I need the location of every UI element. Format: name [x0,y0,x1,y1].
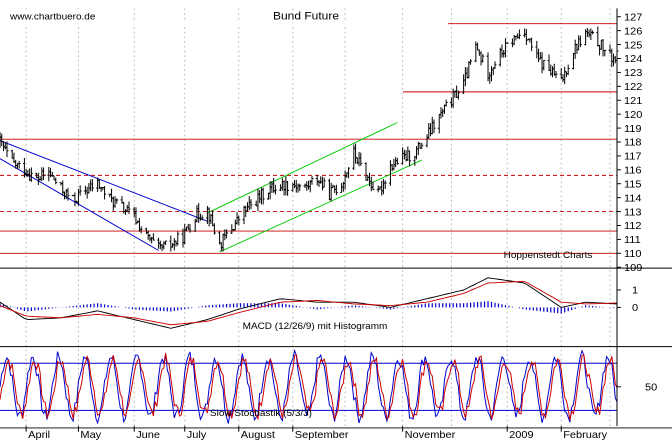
stochastic-line-pct-d [0,353,618,421]
y-tick-label: 0 [632,302,638,314]
x-tick-label: August [241,430,275,441]
stochastic-y-axis: 50 [617,382,657,394]
y-tick-label: 123 [624,67,642,79]
y-tick-label: 118 [624,137,642,149]
y-tick-label: 122 [624,81,642,93]
x-tick-label: April [28,430,50,441]
y-tick-label: 115 [624,179,642,191]
y-tick-label: 124 [624,54,642,66]
stochastic-lines [0,348,618,425]
macd-line-signal [0,280,618,326]
watermark: www.chartbuero.de [9,12,95,23]
y-tick-label: 121 [624,95,642,107]
trend-line [207,122,398,214]
chart-background [0,0,672,412]
macd-lines [0,277,618,329]
x-tick-label: June [136,430,160,441]
y-tick-label: 127 [624,12,642,24]
y-tick-label: 126 [624,26,642,38]
watermark-background [8,9,108,22]
source-label: Hoppenstedt Charts [504,250,593,261]
macd-label: MACD (12/26/9) mit Histogramm [243,321,388,332]
y-tick-label: 1 [632,285,638,297]
x-tick-label: July [187,430,207,441]
macd-y-axis: 01 [617,285,638,314]
y-tick-label: 110 [624,248,642,260]
x-tick-label: November [405,430,456,441]
stochastic-line-pct-k [0,348,618,425]
panel-frames [0,8,672,429]
x-tick-label: September [295,430,349,441]
y-tick-label: 114 [624,193,642,205]
y-tick-label: 116 [624,165,642,177]
x-tick-label: May [80,430,101,441]
y-tick-label: 125 [624,40,642,52]
x-axis-month-labels: April May June July August September November 2… [25,426,608,441]
y-tick-label: 50 [645,382,657,394]
trend-channel-lines [0,122,423,253]
trend-line [0,140,208,222]
y-tick-label: 117 [624,151,642,163]
stochastic-label: Slow Stochastik (5/3/3) [210,408,312,419]
y-tick-label: 111 [624,234,641,246]
y-tick-label: 119 [624,123,642,135]
y-tick-label: 120 [624,109,642,121]
x-tick-label: 2009 [509,430,534,441]
trend-line [219,159,423,253]
price-ohlc-series [0,26,619,252]
y-tick-label: 112 [624,221,642,233]
chart-title: Bund Future [273,10,339,23]
y-tick-label: 113 [624,207,642,219]
x-tick-label: February [563,430,608,441]
